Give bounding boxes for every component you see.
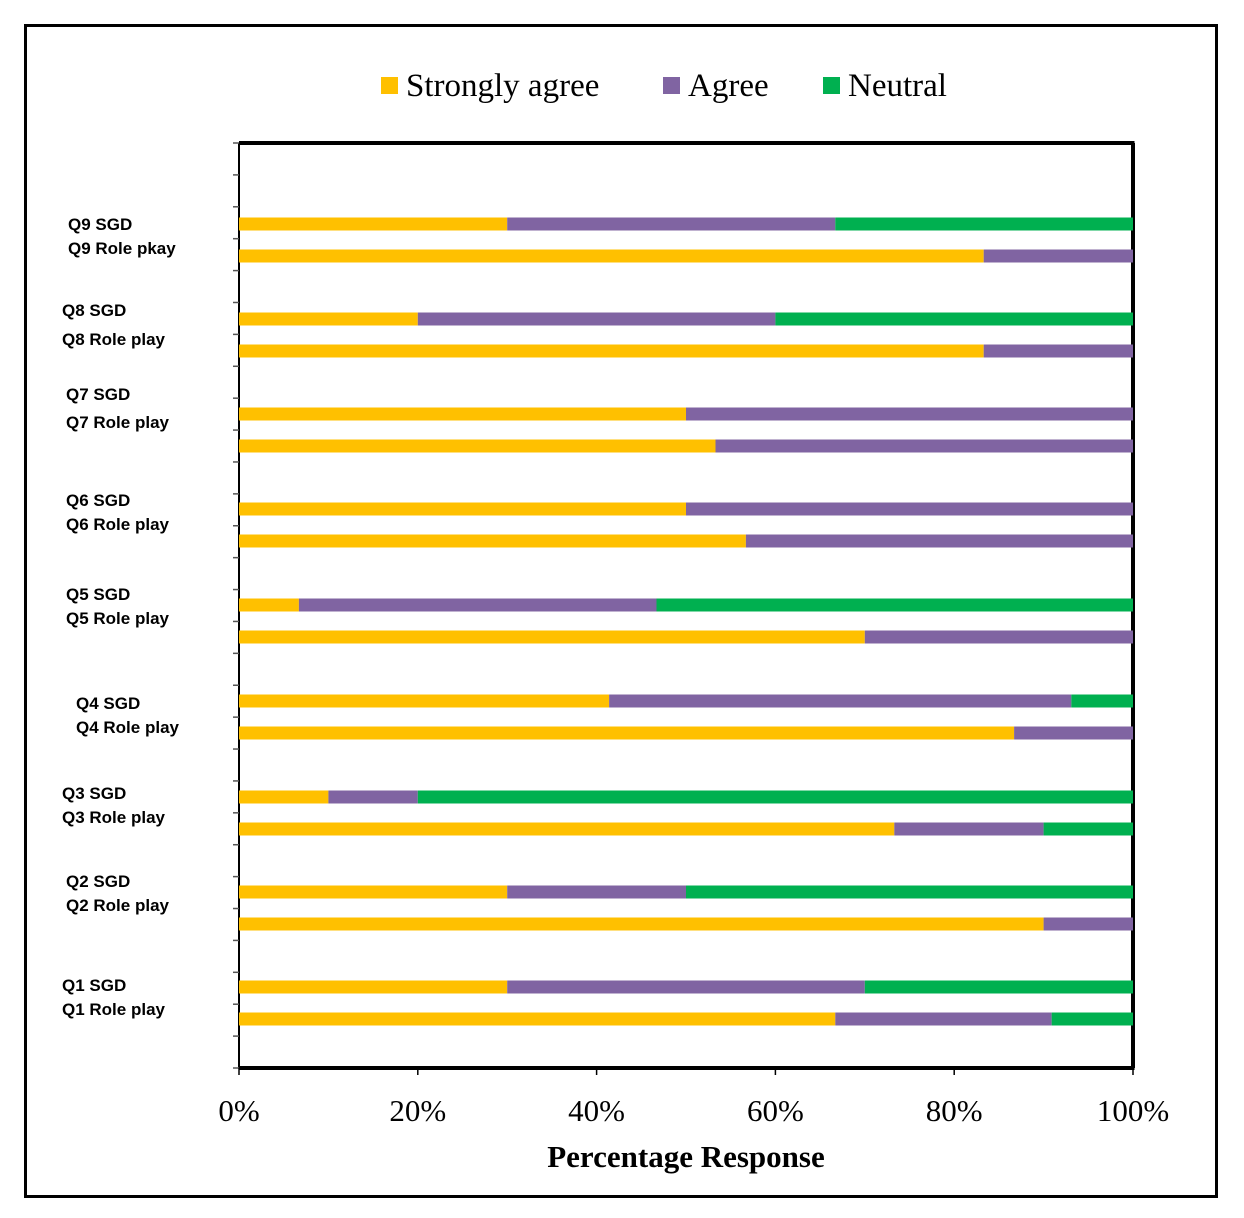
legend: Strongly agree Agree Neutral	[381, 68, 947, 104]
category-label: Q8 Role play	[62, 330, 166, 349]
bar-strongly-agree-16	[239, 917, 1044, 931]
bar-strongly-agree-3	[239, 312, 418, 326]
bar-neutral-3	[775, 312, 1133, 326]
category-label: Q9 Role pkay	[68, 239, 176, 258]
bar-strongly-agree-10	[239, 630, 865, 644]
x-tick-label: 80%	[926, 1093, 983, 1128]
category-label: Q1 Role play	[62, 1000, 166, 1019]
bar-neutral-17	[864, 980, 1133, 994]
bar-agree-10	[864, 630, 1133, 644]
category-label: Q8 SGD	[62, 301, 126, 320]
bar-agree-14	[894, 822, 1044, 836]
bar-agree-8	[745, 534, 1133, 548]
bar-strongly-agree-2	[239, 249, 984, 263]
category-label: Q6 SGD	[66, 491, 130, 510]
bar-strongly-agree-7	[239, 502, 686, 516]
category-label: Q3 Role play	[62, 808, 166, 827]
category-label: Q7 SGD	[66, 385, 130, 404]
legend-label: Neutral	[848, 68, 947, 104]
bar-agree-7	[686, 502, 1133, 516]
x-tick-label: 100%	[1097, 1093, 1169, 1128]
bar-neutral-15	[686, 885, 1133, 899]
bar-strongly-agree-9	[239, 598, 299, 612]
bar-agree-15	[507, 885, 686, 899]
bar-neutral-18	[1051, 1012, 1133, 1026]
bar-agree-6	[715, 439, 1133, 453]
bar-agree-4	[983, 344, 1133, 358]
category-label: Q4 SGD	[76, 694, 140, 713]
bar-strongly-agree-13	[239, 790, 329, 804]
bar-agree-18	[835, 1012, 1052, 1026]
bar-strongly-agree-17	[239, 980, 508, 994]
category-label: Q2 SGD	[66, 872, 130, 891]
bar-strongly-agree-15	[239, 885, 508, 899]
legend-swatch-strongly-agree	[381, 77, 398, 94]
x-axis-title: Percentage Response	[547, 1139, 825, 1174]
bar-agree-9	[298, 598, 657, 612]
bar-agree-2	[983, 249, 1133, 263]
category-label: Q7 Role play	[66, 413, 170, 432]
legend-swatch-agree	[663, 77, 680, 94]
bar-strongly-agree-14	[239, 822, 895, 836]
category-label: Q6 Role play	[66, 515, 170, 534]
bar-strongly-agree-4	[239, 344, 984, 358]
x-tick-label: 0%	[218, 1093, 259, 1128]
bars	[239, 217, 1133, 1026]
bar-neutral-14	[1043, 822, 1133, 836]
bar-neutral-1	[835, 217, 1133, 231]
category-label: Q5 SGD	[66, 585, 130, 604]
bar-neutral-13	[417, 790, 1133, 804]
x-tick-label: 60%	[747, 1093, 804, 1128]
bar-agree-13	[328, 790, 418, 804]
category-label: Q9 SGD	[68, 215, 132, 234]
bar-strongly-agree-5	[239, 407, 686, 421]
legend-label: Agree	[688, 68, 769, 104]
bar-agree-1	[507, 217, 836, 231]
bar-strongly-agree-6	[239, 439, 716, 453]
legend-label: Strongly agree	[406, 68, 599, 104]
category-label: Q5 Role play	[66, 609, 170, 628]
bar-agree-11	[609, 694, 1072, 708]
bar-strongly-agree-12	[239, 726, 1015, 740]
bar-strongly-agree-8	[239, 534, 746, 548]
category-label: Q3 SGD	[62, 784, 126, 803]
category-label: Q1 SGD	[62, 976, 126, 995]
x-tick-label: 40%	[568, 1093, 625, 1128]
bar-strongly-agree-1	[239, 217, 508, 231]
x-tick-label: 20%	[389, 1093, 446, 1128]
bar-neutral-9	[656, 598, 1133, 612]
x-axis-ticks: 0% 20% 40% 60% 80% 100%	[218, 1068, 1169, 1128]
bar-neutral-11	[1071, 694, 1133, 708]
category-label: Q4 Role play	[76, 718, 180, 737]
bar-agree-16	[1043, 917, 1133, 931]
bar-agree-17	[507, 980, 865, 994]
legend-swatch-neutral	[823, 77, 840, 94]
bar-agree-5	[686, 407, 1133, 421]
bar-strongly-agree-11	[239, 694, 610, 708]
bar-strongly-agree-18	[239, 1012, 836, 1026]
category-label: Q2 Role play	[66, 896, 170, 915]
category-labels: Q9 SGD Q9 Role pkay Q8 SGD Q8 Role play Q7 S…	[62, 215, 180, 1019]
bar-agree-12	[1014, 726, 1133, 740]
bar-agree-3	[417, 312, 776, 326]
